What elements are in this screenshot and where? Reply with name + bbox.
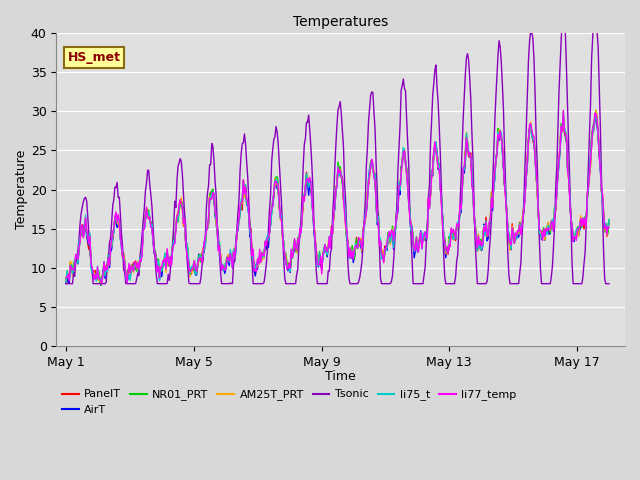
Title: Temperatures: Temperatures	[293, 15, 388, 29]
X-axis label: Time: Time	[325, 371, 356, 384]
Legend: PanelT, AirT, NR01_PRT, AM25T_PRT, Tsonic, li75_t, li77_temp: PanelT, AirT, NR01_PRT, AM25T_PRT, Tsoni…	[62, 389, 516, 415]
Y-axis label: Temperature: Temperature	[15, 150, 28, 229]
Text: HS_met: HS_met	[68, 51, 121, 64]
